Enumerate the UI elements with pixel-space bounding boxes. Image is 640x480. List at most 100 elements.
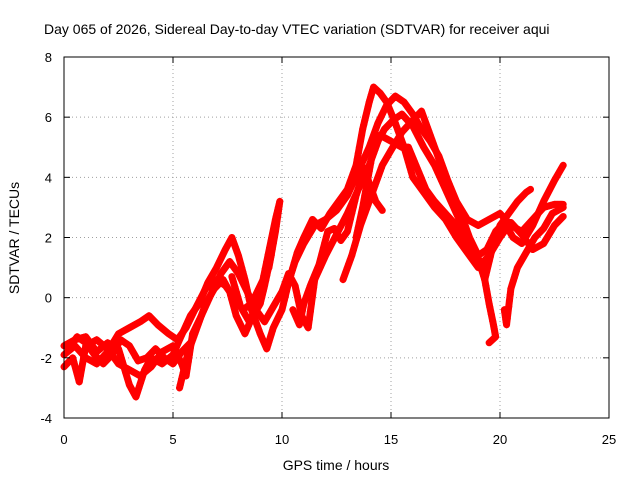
data-point-marker: [511, 271, 519, 279]
data-point-marker: [266, 251, 274, 259]
data-point-marker: [410, 157, 418, 165]
data-point-marker: [358, 208, 366, 216]
data-point-marker: [354, 149, 362, 157]
data-point-marker: [445, 193, 453, 201]
data-point-marker: [345, 221, 353, 229]
data-point-marker: [470, 246, 478, 254]
data-point-marker: [487, 237, 495, 245]
data-point-marker: [396, 111, 404, 119]
data-point-marker: [184, 342, 192, 350]
data-point-marker: [371, 194, 379, 202]
data-point-marker: [287, 271, 295, 279]
data-point-marker: [465, 237, 473, 245]
data-point-marker: [271, 215, 279, 223]
data-point-marker: [538, 201, 546, 209]
data-point-marker: [262, 269, 270, 277]
data-point-marker: [263, 262, 271, 270]
data-point-marker: [282, 285, 290, 293]
data-point-marker: [255, 326, 263, 334]
data-point-marker: [312, 268, 320, 276]
data-point-marker: [182, 324, 190, 332]
data-point-marker: [180, 366, 188, 374]
data-point-marker: [266, 334, 274, 342]
data-point-marker: [509, 278, 517, 286]
data-point-marker: [362, 187, 370, 195]
series-track-9: [289, 164, 386, 329]
data-point-marker: [218, 252, 226, 260]
data-point-marker: [414, 133, 422, 141]
data-point-marker: [420, 182, 428, 190]
y-tick-label: 4: [45, 170, 52, 185]
x-tick-label: 15: [384, 432, 398, 447]
data-point-marker: [366, 182, 374, 190]
data-point-marker: [477, 261, 485, 269]
data-point-marker: [185, 318, 193, 326]
data-point-marker: [136, 379, 144, 387]
data-point-marker: [318, 250, 326, 258]
data-point-marker: [404, 158, 412, 166]
data-point-marker: [69, 354, 77, 362]
data-point-marker: [195, 318, 203, 326]
data-point-marker: [230, 240, 238, 248]
data-point-marker: [420, 115, 428, 123]
data-point-marker: [375, 116, 383, 124]
data-point-marker: [363, 147, 371, 155]
data-point-marker: [346, 256, 354, 264]
data-point-marker: [295, 249, 303, 257]
data-point-marker: [487, 249, 495, 257]
data-point-marker: [486, 240, 494, 248]
data-point-marker: [213, 264, 221, 272]
x-tick-label: 25: [602, 432, 616, 447]
data-point-marker: [243, 288, 251, 296]
data-point-marker: [292, 287, 300, 295]
data-point-marker: [299, 303, 307, 311]
data-point-marker: [240, 282, 248, 290]
data-point-marker: [536, 205, 544, 213]
data-point-marker: [298, 307, 306, 315]
data-point-marker: [256, 300, 264, 308]
data-point-marker: [235, 256, 243, 264]
data-point-marker: [358, 131, 366, 139]
data-point-marker: [442, 185, 449, 193]
data-point-marker: [368, 188, 376, 196]
data-point-marker: [268, 241, 276, 249]
data-point-marker: [404, 143, 412, 151]
data-point-marker: [235, 298, 243, 306]
data-point-marker: [487, 307, 495, 315]
data-point-marker: [412, 129, 420, 137]
data-point-marker: [440, 181, 448, 189]
data-point-marker: [434, 151, 442, 159]
data-point-marker: [308, 278, 316, 286]
data-point-marker: [557, 204, 565, 212]
data-point-marker: [484, 243, 492, 251]
data-point-marker: [216, 258, 224, 266]
data-point-marker: [558, 214, 566, 222]
data-point-marker: [342, 268, 350, 276]
data-point-marker: [354, 187, 362, 195]
data-point-marker: [476, 258, 484, 266]
data-point-marker: [416, 136, 424, 144]
data-point-marker: [280, 297, 288, 305]
data-point-marker: [270, 222, 278, 230]
data-point-marker: [474, 255, 482, 263]
data-point-marker: [237, 321, 245, 329]
data-point-marker: [387, 109, 395, 117]
data-point-marker: [298, 243, 306, 251]
data-point-marker: [371, 127, 379, 135]
data-point-marker: [529, 221, 537, 229]
data-point-marker: [351, 175, 359, 183]
data-point-marker: [169, 342, 177, 350]
data-point-marker: [229, 278, 237, 286]
data-point-marker: [290, 262, 298, 270]
data-point-marker: [297, 314, 305, 322]
data-point-marker: [237, 303, 245, 311]
data-point-marker: [534, 209, 542, 217]
data-point-marker: [378, 110, 386, 118]
data-point-marker: [269, 237, 277, 245]
data-point-marker: [232, 246, 240, 254]
data-point-marker: [487, 310, 495, 318]
y-tick-label: 2: [45, 231, 52, 246]
data-point-marker: [107, 352, 115, 360]
data-point-marker: [454, 212, 462, 220]
